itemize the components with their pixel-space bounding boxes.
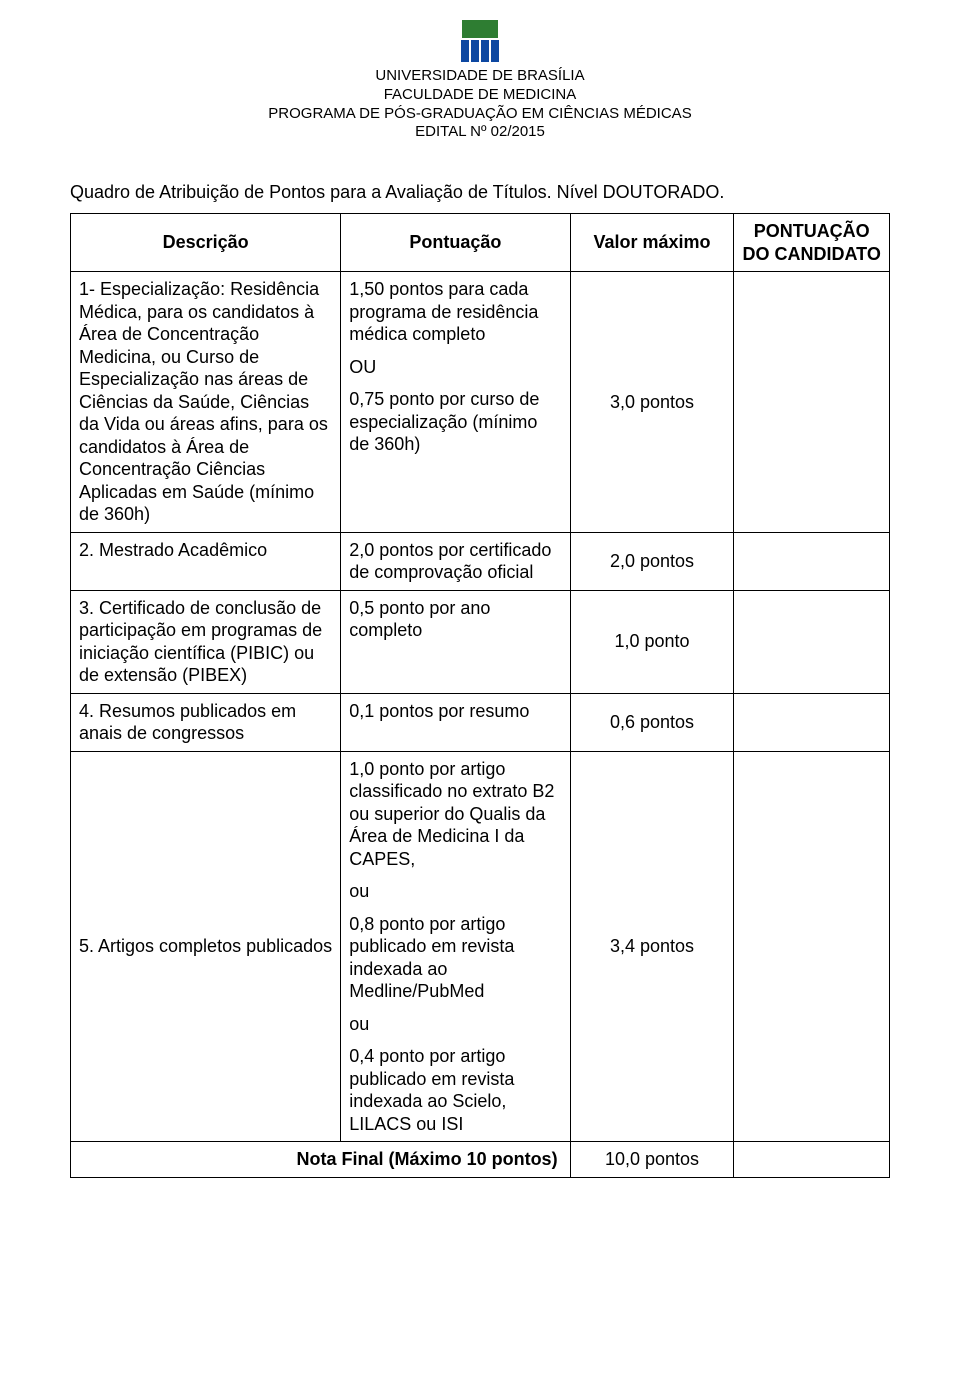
pontuacao-block: 0,4 ponto por artigo publicado em revist… (349, 1045, 561, 1135)
pontuacao-block: 0,8 ponto por artigo publicado em revist… (349, 913, 561, 1003)
table-caption: Quadro de Atribuição de Pontos para a Av… (70, 182, 890, 203)
nota-final-label: Nota Final (Máximo 10 pontos) (71, 1142, 571, 1178)
cell-pontuacao: 0,5 ponto por ano completo (341, 590, 570, 693)
pontuacao-block: 1,50 pontos para cada programa de residê… (349, 278, 561, 346)
table-row: 5. Artigos completos publicados 1,0 pont… (71, 751, 890, 1142)
col-header-descricao: Descrição (71, 214, 341, 272)
document-header: UNIVERSIDADE DE BRASÍLIA FACULDADE DE ME… (70, 20, 890, 142)
cell-descricao: 4. Resumos publicados em anais de congre… (71, 693, 341, 751)
cell-descricao: 3. Certificado de conclusão de participa… (71, 590, 341, 693)
unb-logo (461, 20, 499, 62)
scoring-table: Descrição Pontuação Valor máximo PONTUAÇ… (70, 213, 890, 1178)
cell-valor-maximo: 2,0 pontos (570, 532, 734, 590)
cell-descricao: 5. Artigos completos publicados (71, 751, 341, 1142)
cell-candidato (734, 272, 890, 533)
pontuacao-block: ou (349, 1013, 561, 1036)
pontuacao-block: 1,0 ponto por artigo classificado no ext… (349, 758, 561, 871)
header-line-1: UNIVERSIDADE DE BRASÍLIA (70, 67, 890, 86)
logo-top-bar (462, 20, 498, 38)
pontuacao-block: OU (349, 356, 561, 379)
cell-candidato (734, 693, 890, 751)
logo-pillar (461, 40, 469, 62)
cell-valor-maximo: 3,0 pontos (570, 272, 734, 533)
nota-final-row: Nota Final (Máximo 10 pontos) 10,0 ponto… (71, 1142, 890, 1178)
cell-pontuacao: 0,1 pontos por resumo (341, 693, 570, 751)
table-header-row: Descrição Pontuação Valor máximo PONTUAÇ… (71, 214, 890, 272)
logo-pillar (491, 40, 499, 62)
pontuacao-block: 0,75 ponto por curso de especialização (… (349, 388, 561, 456)
cell-valor-maximo: 3,4 pontos (570, 751, 734, 1142)
col-header-pontuacao: Pontuação (341, 214, 570, 272)
cell-candidato (734, 590, 890, 693)
table-row: 4. Resumos publicados em anais de congre… (71, 693, 890, 751)
pontuacao-block: ou (349, 880, 561, 903)
header-line-4: EDITAL Nº 02/2015 (70, 123, 890, 142)
nota-final-valor: 10,0 pontos (570, 1142, 734, 1178)
cell-pontuacao: 2,0 pontos por certificado de comprovaçã… (341, 532, 570, 590)
col-header-pontuacao-candidato: PONTUAÇÃO DO CANDIDATO (734, 214, 890, 272)
cell-pontuacao: 1,0 ponto por artigo classificado no ext… (341, 751, 570, 1142)
cell-valor-maximo: 1,0 ponto (570, 590, 734, 693)
col-header-valor-maximo: Valor máximo (570, 214, 734, 272)
header-line-3: PROGRAMA DE PÓS-GRADUAÇÃO EM CIÊNCIAS MÉ… (70, 105, 890, 124)
table-row: 2. Mestrado Acadêmico 2,0 pontos por cer… (71, 532, 890, 590)
cell-valor-maximo: 0,6 pontos (570, 693, 734, 751)
logo-pillars (461, 40, 499, 62)
desc-text: 1- Especialização: Residência Médica, pa… (79, 278, 332, 526)
cell-candidato (734, 532, 890, 590)
cell-descricao: 1- Especialização: Residência Médica, pa… (71, 272, 341, 533)
page: UNIVERSIDADE DE BRASÍLIA FACULDADE DE ME… (0, 0, 960, 1218)
logo-pillar (471, 40, 479, 62)
table-row: 1- Especialização: Residência Médica, pa… (71, 272, 890, 533)
cell-descricao: 2. Mestrado Acadêmico (71, 532, 341, 590)
cell-pontuacao: 1,50 pontos para cada programa de residê… (341, 272, 570, 533)
header-line-2: FACULDADE DE MEDICINA (70, 86, 890, 105)
desc-leading: 1- Especialização: Residência Médica, pa… (79, 279, 328, 524)
pontuacao-block: 0,1 pontos por resumo (349, 700, 561, 723)
table-row: 3. Certificado de conclusão de participa… (71, 590, 890, 693)
pontuacao-block: 0,5 ponto por ano completo (349, 597, 561, 642)
pontuacao-block: 2,0 pontos por certificado de comprovaçã… (349, 539, 561, 584)
logo-pillar (481, 40, 489, 62)
nota-final-candidato (734, 1142, 890, 1178)
cell-candidato (734, 751, 890, 1142)
